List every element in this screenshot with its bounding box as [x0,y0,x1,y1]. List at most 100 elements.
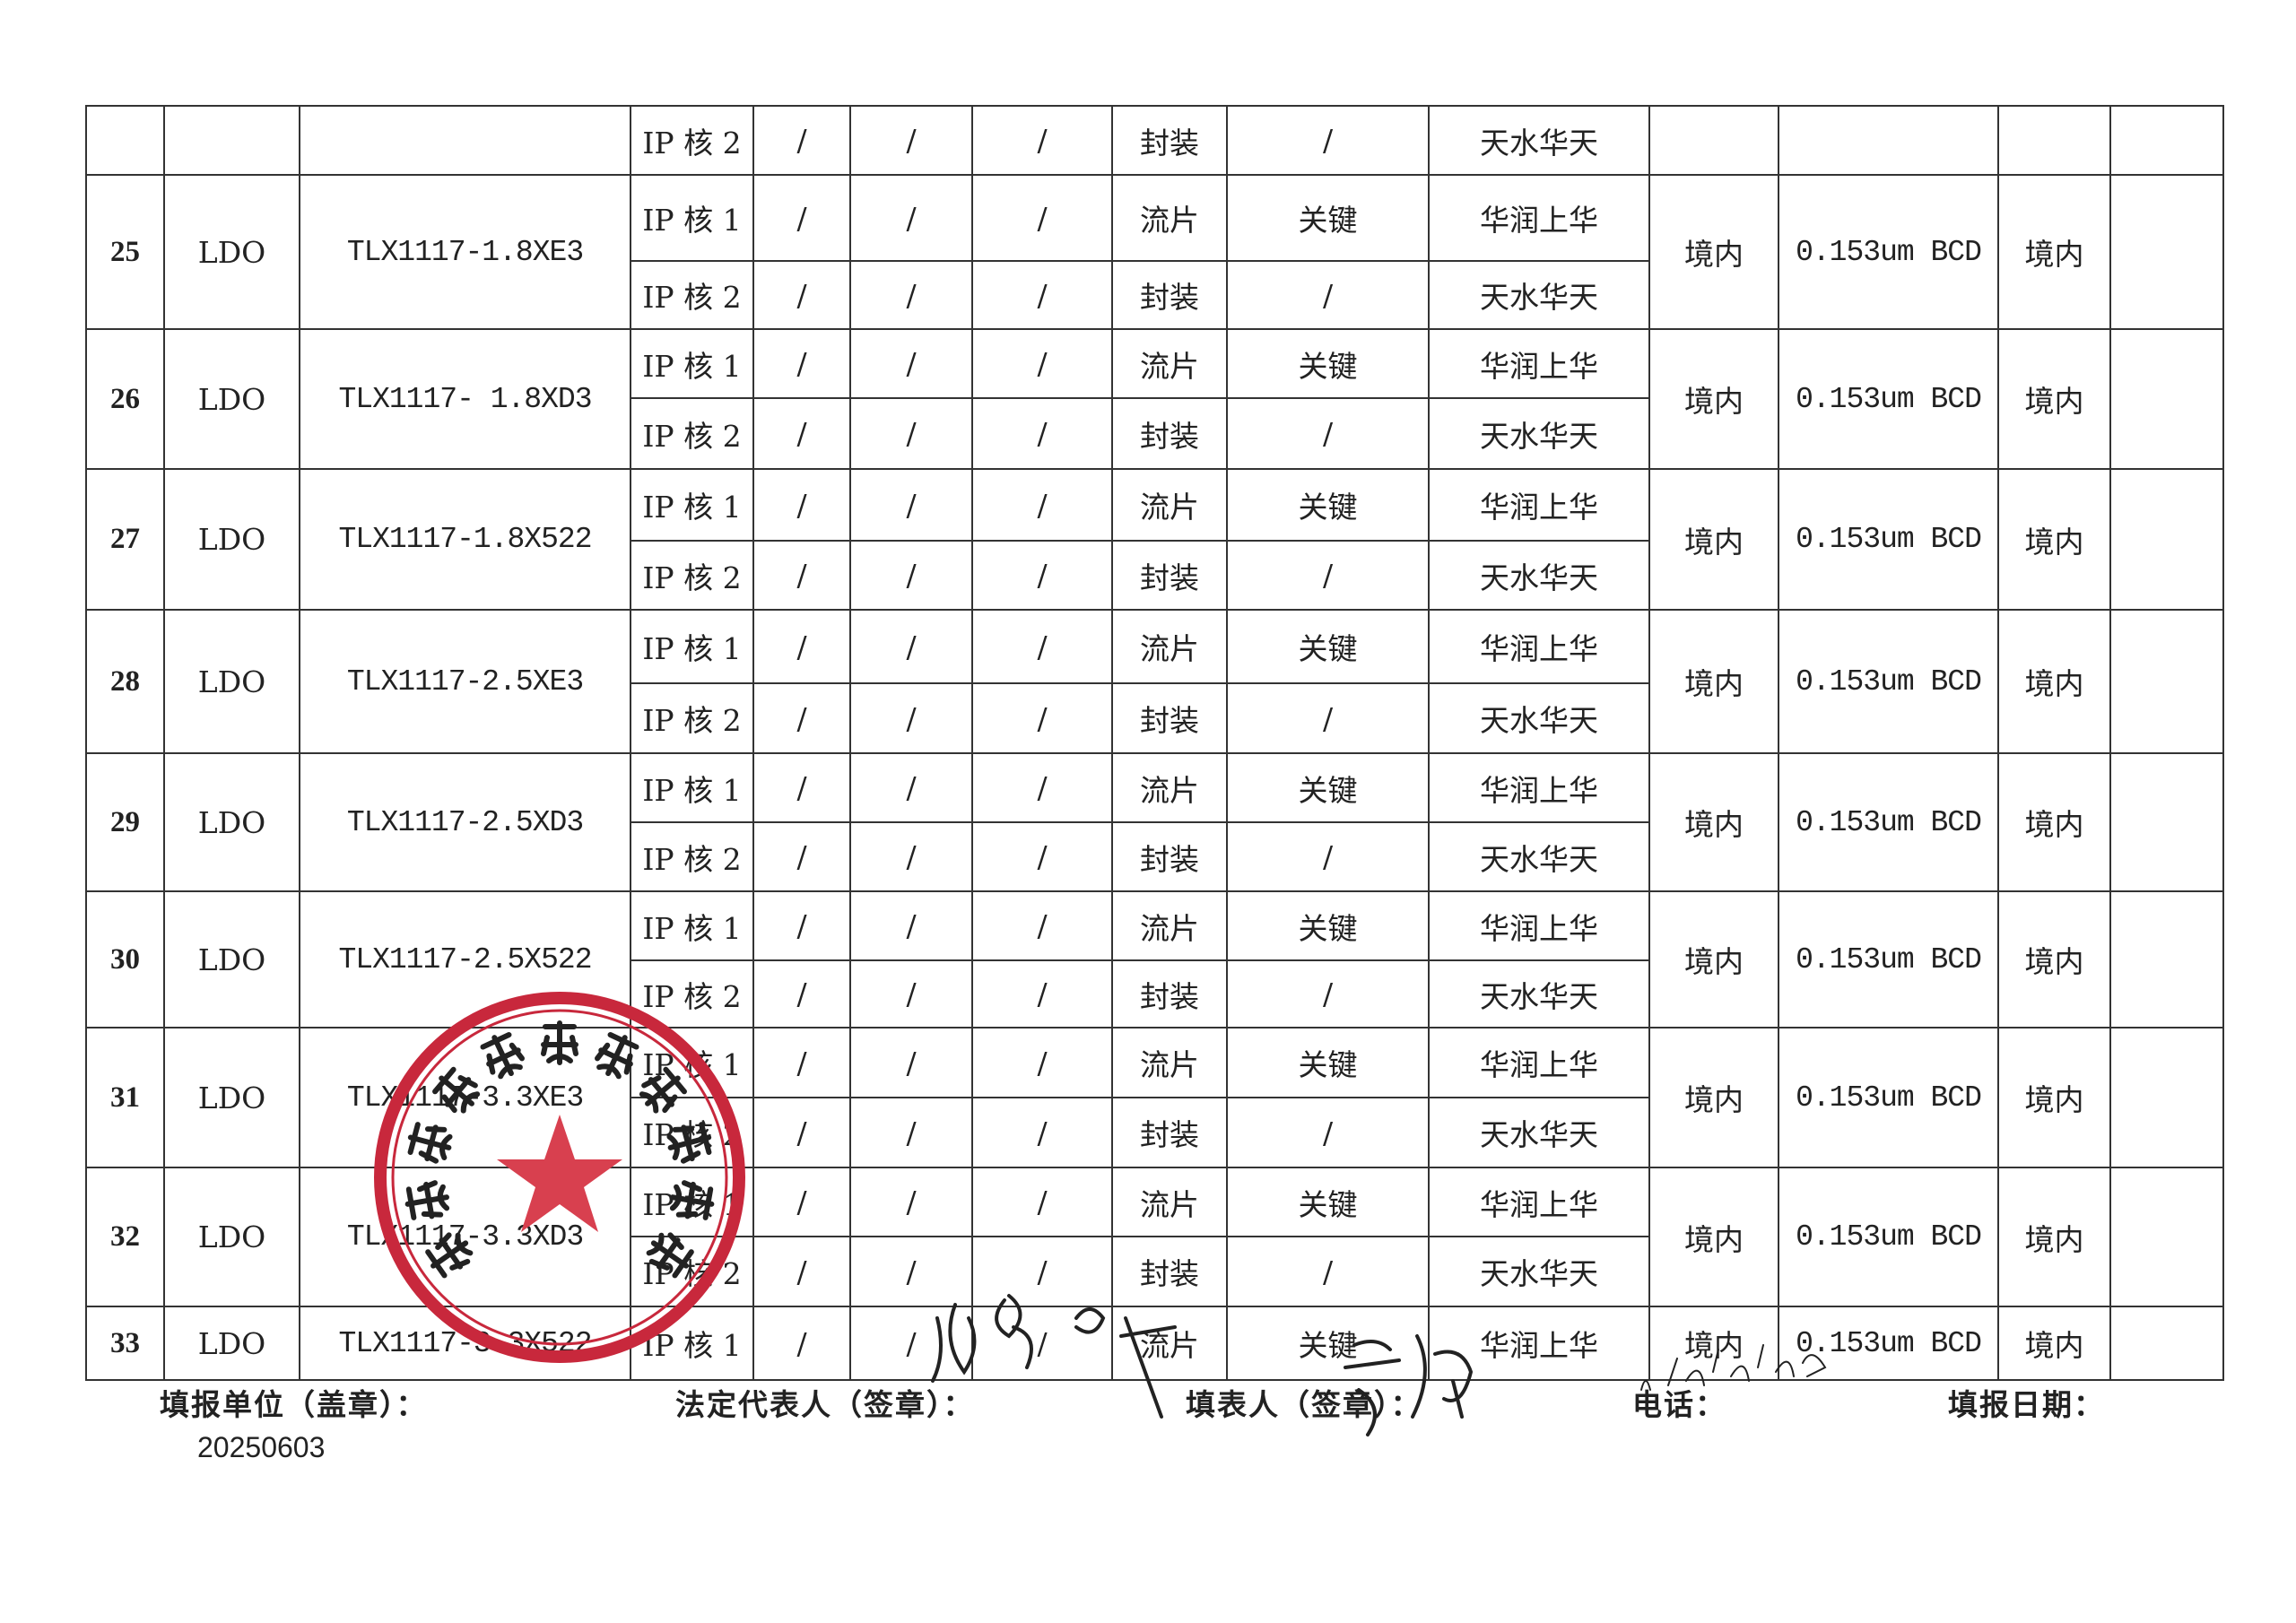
key-cell: / [1226,1236,1430,1307]
ip-cell: IP 核 2 [630,682,754,754]
key-cell: 关键 [1226,468,1430,542]
slash-cell: / [752,397,851,470]
key-cell: / [1226,540,1430,611]
type-cell: LDO [163,1027,300,1168]
region-cell: 境内 [1648,609,1779,754]
stage-cell: 封装 [1111,682,1228,754]
vendor-cell: 天水华天 [1428,1236,1650,1307]
ip-cell: IP 核 1 [630,609,754,684]
slash-cell: / [849,609,973,684]
empty-cell [2109,890,2224,1028]
origin-cell: 境内 [1997,1027,2111,1168]
model-cell: TLX1117-2.5XD3 [299,752,631,892]
stage-cell: 流片 [1111,468,1228,542]
vendor-cell: 天水华天 [1428,959,1650,1028]
process-cell: 0.153um BCD [1778,174,1999,330]
region-cell: 境内 [1648,174,1779,330]
stage-cell: 流片 [1111,890,1228,961]
key-cell: / [1226,682,1430,754]
slash-cell: / [849,959,973,1028]
slash-cell: / [971,1097,1113,1168]
origin-cell: 境内 [1997,1167,2111,1307]
vendor-cell: 华润上华 [1428,890,1650,961]
key-cell: 关键 [1226,1306,1430,1381]
key-cell: 关键 [1226,1027,1430,1098]
key-cell: / [1226,959,1430,1028]
model-cell: TLX1117- 1.8XD3 [299,328,631,470]
process-cell: 0.153um BCD [1778,752,1999,892]
slash-cell: / [849,890,973,961]
stage-cell: 流片 [1111,752,1228,823]
model-cell: TLX1117-1.8X522 [299,468,631,611]
model-cell: TLX1117-3.3XE3 [299,1027,631,1168]
vendor-cell: 天水华天 [1428,397,1650,470]
slash-cell: / [752,540,851,611]
table-row: 33 LDO TLX1117-3.3X522 IP 核 1// / 流片 关键 华润上华 境内 0… [85,1306,2224,1381]
key-cell: 关键 [1226,328,1430,399]
slash-cell: / [971,752,1113,823]
slash-cell: / [971,682,1113,754]
ip-cell: IP 核 1 [630,752,754,823]
table-row-continued: IP 核 2 / / / 封装 / 天水华天 [85,105,2224,176]
row-number: 26 [85,328,165,470]
legal-rep-label: 法定代表人（签章）： [675,1387,975,1422]
model-cell: TLX1117-3.3X522 [299,1306,631,1381]
slash-cell: / [849,1097,973,1168]
empty-cell [2109,609,2224,754]
stage-cell: 封装 [1111,1097,1228,1168]
stage-cell: 封装 [1111,260,1228,330]
row-number: 31 [85,1027,165,1168]
slash-cell: / [849,752,973,823]
key-cell: / [1226,397,1430,470]
slash-cell: / [752,821,851,892]
vendor-cell: 华润上华 [1428,174,1650,262]
ip-cell: IP 核 1 [630,174,754,262]
slash-cell: / [971,540,1113,611]
table-row: 32 LDO TLX1117-3.3XD3 IP 核 1// / 流片 关键 华润上华 境内 0.… [85,1167,2224,1307]
process-cell: 0.153um BCD [1778,1167,1999,1307]
model-cell: TLX1117-1.8XE3 [299,174,631,330]
type-cell: LDO [163,1306,300,1381]
slash-cell: / [752,1027,851,1098]
region-cell: 境内 [1648,328,1779,470]
table-row: IP 核 2// / 封装 / 天水华天 [86,540,2223,611]
slash-cell: / [849,1306,973,1381]
ip-core-table: IP 核 2 / / / 封装 / 天水华天 25 LDO TLX1117-1.8X… [85,105,2224,1381]
process-cell: 0.153um BCD [1778,468,1999,611]
key-cell: 关键 [1226,890,1430,961]
slash-cell: / [971,1167,1113,1237]
model-cell: TLX1117-3.3XD3 [299,1167,631,1307]
slash-cell: / [849,260,973,330]
type-cell: LDO [163,890,300,1028]
slash-cell: / [752,609,851,684]
key-cell: / [1226,260,1430,330]
type-cell: LDO [163,752,300,892]
slash-cell: / [752,328,851,399]
row-number: 27 [85,468,165,611]
slash-cell: / [849,105,973,176]
slash-cell: / [971,609,1113,684]
model-cell: TLX1117-2.5XE3 [299,609,631,754]
slash-cell: / [752,959,851,1028]
slash-cell: / [849,174,973,262]
slash-cell: / [849,1236,973,1307]
table-row: 29 LDO TLX1117-2.5XD3 IP 核 1// / 流片 关键 华润上华 境内 0.… [85,752,2224,892]
slash-cell: / [971,328,1113,399]
row-number: 29 [85,752,165,892]
origin-cell: 境内 [1997,328,2111,470]
key-cell: / [1226,105,1430,176]
type-cell: LDO [163,468,300,611]
type-cell: LDO [163,328,300,470]
table-row: 25 LDO TLX1117-1.8XE3 IP 核 1// / 流片 关键 华润上华 境内 0.… [85,174,2224,330]
slash-cell: / [971,260,1113,330]
slash-cell: / [971,890,1113,961]
vendor-cell: 天水华天 [1428,682,1650,754]
key-cell: 关键 [1226,752,1430,823]
ip-cell: IP 核 2 [630,1097,754,1168]
type-cell: LDO [163,1167,300,1307]
stage-cell: 流片 [1111,174,1228,262]
process-cell: 0.153um BCD [1778,609,1999,754]
vendor-cell: 华润上华 [1428,1167,1650,1237]
region-cell: 境内 [1648,1306,1779,1381]
stage-cell: 流片 [1111,1027,1228,1098]
